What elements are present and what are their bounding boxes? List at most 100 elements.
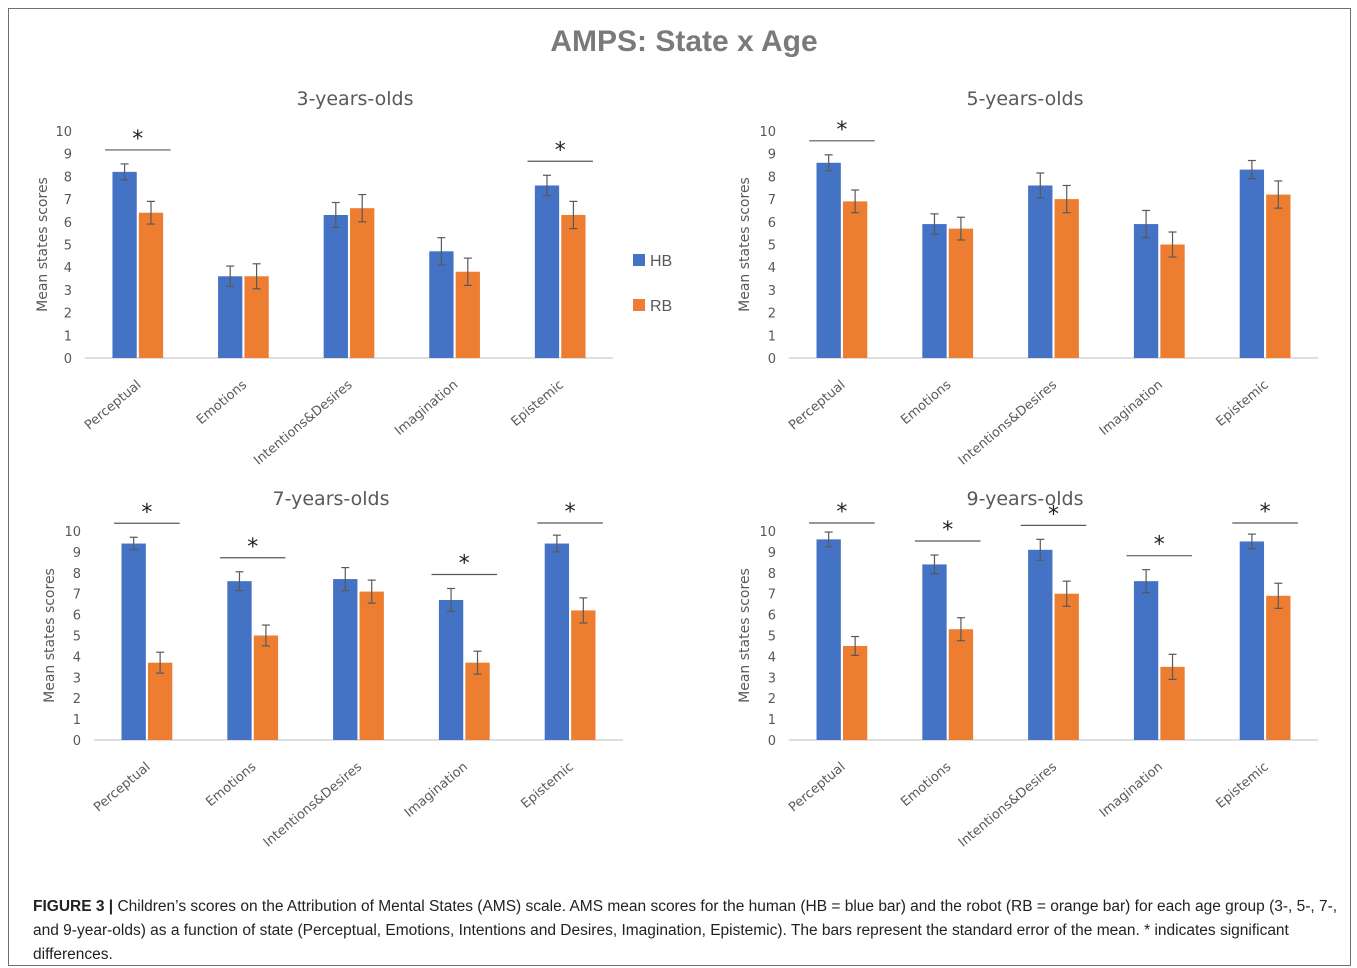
category-label: Intentions&Desires [261, 759, 365, 850]
y-tick-label: 0 [768, 734, 776, 749]
significance-star: * [459, 551, 470, 576]
figure-caption: FIGURE 3 | Children’s scores on the Attr… [33, 895, 1345, 967]
significance-star: * [565, 500, 576, 525]
bar-rb [138, 212, 164, 358]
chart-title: 9-years-olds [967, 488, 1084, 510]
category-label: Epistemic [1213, 760, 1271, 812]
chart-title: 7-years-olds [273, 488, 390, 510]
bar-rb [455, 271, 480, 358]
bar-rb [147, 662, 173, 740]
y-tick-label: 7 [73, 588, 81, 603]
y-tick-label: 6 [64, 216, 72, 231]
bar-hb [1028, 549, 1053, 740]
y-tick-label: 2 [64, 307, 72, 322]
bar-rb [350, 208, 375, 358]
y-tick-label: 7 [64, 193, 72, 208]
bar-rb [1054, 199, 1079, 358]
chart-4: 9-years-olds Mean states scores 0 1 2 3 4 5 6 7 8 9… [737, 488, 1318, 850]
category-label: Epistemic [509, 378, 567, 430]
bar-rb [842, 645, 868, 740]
legend: HB RB [633, 253, 672, 315]
y-tick-label: 5 [768, 630, 776, 645]
category-label: Emotions [203, 759, 259, 810]
figure-panel: AMPS: State x Age HB RB 3-years-olds Mean… [8, 8, 1351, 966]
bar-rb [571, 610, 596, 740]
y-tick-label: 6 [768, 609, 776, 624]
significance-star: * [836, 500, 847, 525]
y-axis-label: Mean states scores [737, 568, 753, 703]
significance-star: * [1048, 502, 1059, 527]
y-tick-label: 0 [73, 734, 81, 749]
bar-rb [842, 201, 868, 358]
category-label: Imagination [1097, 378, 1166, 439]
y-tick-label: 1 [768, 329, 776, 344]
y-tick-label: 1 [768, 713, 776, 728]
y-tick-label: 10 [64, 525, 81, 540]
bar-hb [1028, 185, 1053, 358]
significance-star: * [1260, 500, 1271, 525]
y-axis-label: Mean states scores [35, 177, 51, 312]
bar-hb [1133, 581, 1159, 740]
y-tick-label: 2 [768, 692, 776, 707]
y-tick-label: 1 [73, 713, 81, 728]
bar-hb [816, 162, 841, 358]
y-tick-label: 0 [64, 352, 72, 367]
legend-swatch-hb [633, 254, 645, 266]
caption-text: Children’s scores on the Attribution of … [33, 898, 1338, 963]
bar-hb [227, 581, 252, 740]
significance-star: * [942, 518, 953, 543]
bar-hb [544, 543, 570, 740]
y-axis-label: Mean states scores [737, 177, 753, 312]
y-tick-label: 8 [64, 170, 72, 185]
bar-rb [561, 214, 586, 358]
significance-star: * [132, 127, 143, 152]
y-tick-label: 2 [73, 692, 81, 707]
bar-hb [922, 564, 947, 740]
bar-hb [333, 579, 358, 740]
legend-label-rb: RB [650, 298, 672, 315]
charts-group: 3-years-olds Mean states scores 0 1 2 3 4 5 6 7 8 9… [35, 88, 1318, 850]
bar-rb [1266, 595, 1291, 740]
y-tick-label: 8 [768, 567, 776, 582]
category-label: Imagination [402, 760, 471, 821]
bar-rb [1160, 244, 1185, 358]
y-tick-label: 6 [73, 609, 81, 624]
bar-rb [359, 591, 384, 740]
y-tick-label: 6 [768, 216, 776, 231]
category-label: Epistemic [518, 760, 576, 812]
chart-title: 5-years-olds [967, 88, 1084, 110]
bar-hb [218, 276, 243, 358]
bar-hb [1239, 541, 1265, 740]
y-tick-label: 4 [768, 261, 776, 276]
category-label: Emotions [898, 377, 954, 428]
bar-hb [323, 214, 348, 358]
bar-rb [1266, 194, 1291, 358]
significance-star: * [836, 118, 847, 143]
bar-rb [948, 629, 974, 740]
bar-hb [1133, 224, 1159, 358]
figure-canvas: AMPS: State x Age HB RB 3-years-olds Mean… [35, 25, 1318, 850]
chart-3: 7-years-olds Mean states scores 0 1 2 3 4 5 6 7 8 9… [42, 488, 623, 850]
figure-title: AMPS: State x Age [550, 25, 817, 58]
y-tick-label: 1 [64, 329, 72, 344]
y-tick-label: 3 [768, 671, 776, 686]
category-label: Imagination [392, 378, 461, 439]
y-axis-label: Mean states scores [42, 568, 58, 703]
chart-title: 3-years-olds [297, 88, 414, 110]
bar-hb [438, 599, 464, 740]
y-tick-label: 0 [768, 352, 776, 367]
bar-rb [244, 276, 269, 358]
category-label: Emotions [898, 759, 954, 810]
bar-rb [1054, 593, 1079, 740]
y-tick-label: 7 [768, 588, 776, 603]
category-label: Epistemic [1213, 378, 1271, 430]
significance-star: * [247, 535, 258, 560]
bar-hb [534, 185, 560, 358]
y-tick-label: 7 [768, 193, 776, 208]
y-tick-label: 9 [768, 546, 776, 561]
category-label: Emotions [194, 377, 250, 428]
y-tick-label: 3 [73, 671, 81, 686]
y-tick-label: 3 [768, 284, 776, 299]
category-label: Intentions&Desires [251, 377, 355, 468]
y-tick-label: 3 [64, 284, 72, 299]
